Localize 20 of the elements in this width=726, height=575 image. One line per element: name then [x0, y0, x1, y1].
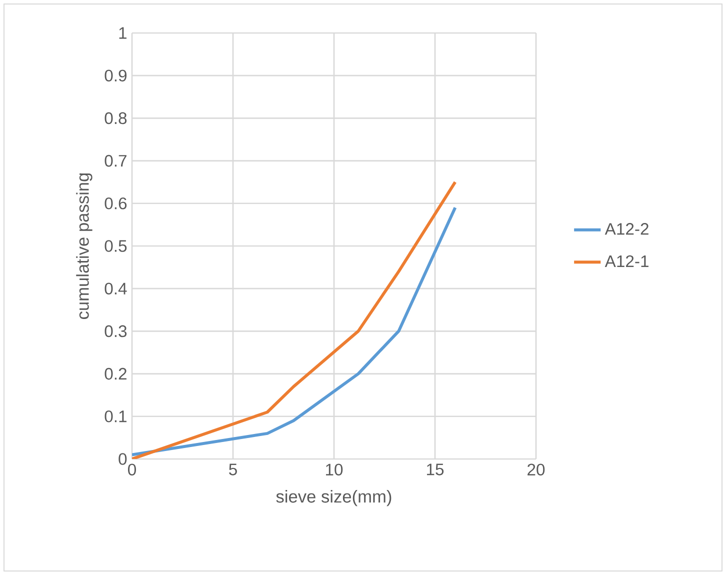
x-tick-label: 15	[427, 464, 444, 476]
y-tick-label: 0.1	[104, 410, 126, 422]
y-tick-label: 0	[118, 453, 127, 465]
y-tick-label: 0.8	[104, 112, 127, 124]
y-tick-label: 0.6	[104, 198, 127, 210]
y-tick-label: 0.2	[104, 368, 126, 380]
y-tick-label: 0.9	[104, 70, 127, 82]
x-axis-title: sieve size(mm)	[276, 490, 392, 506]
x-tick-label: 5	[229, 464, 237, 476]
legend-label: A12-1	[604, 255, 648, 267]
y-tick-label: 0.5	[104, 240, 127, 252]
y-tick-label: 1	[119, 27, 126, 39]
x-tick-label: 20	[528, 464, 545, 476]
y-tick-label: 0.7	[104, 154, 126, 167]
legend-label: A12-2	[604, 223, 648, 235]
y-axis-title: cumulative passing	[76, 173, 92, 319]
y-tick-label: 0.3	[104, 325, 127, 338]
y-tick-label: 0.4	[104, 282, 127, 294]
x-tick-label: 0	[128, 464, 136, 476]
x-tick-label: 10	[326, 464, 343, 476]
